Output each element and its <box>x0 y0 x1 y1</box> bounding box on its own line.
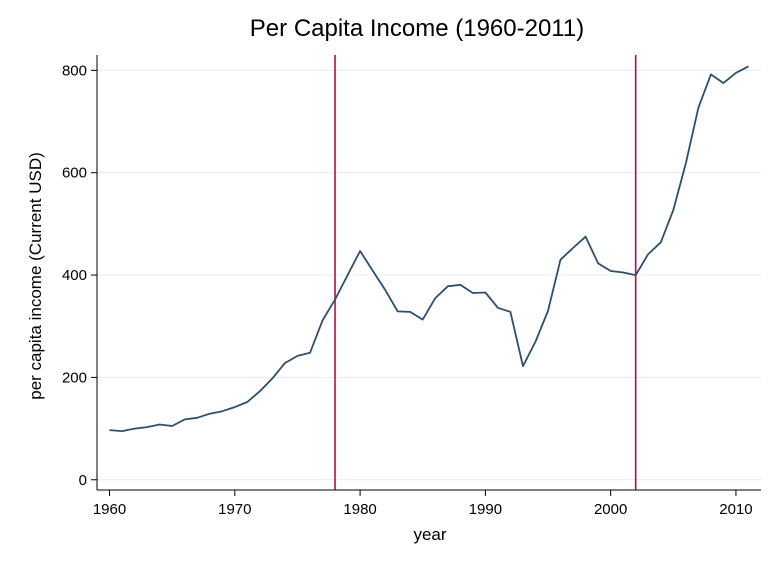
x-tick-label-2000: 2000 <box>594 501 627 518</box>
x-tick-label-2010: 2010 <box>719 501 752 518</box>
y-tick-label-200: 200 <box>62 369 87 386</box>
series-line-0 <box>109 65 749 433</box>
y-axis-ticks: 0 200 400 600 800 <box>62 62 97 489</box>
y-axis-label: per capita income (Current USD) <box>26 152 45 400</box>
x-tick-label-1960: 1960 <box>93 501 126 518</box>
chart-title: Per Capita Income (1960-2011) <box>250 15 584 42</box>
x-tick-label-1990: 1990 <box>469 501 502 518</box>
axes <box>96 55 761 491</box>
y-tick-label-800: 800 <box>62 62 87 79</box>
x-tick-label-1980: 1980 <box>343 501 376 518</box>
series-lines <box>109 65 749 433</box>
x-axis-label: year <box>413 525 446 544</box>
x-tick-label-1970: 1970 <box>218 501 251 518</box>
y-tick-label-600: 600 <box>62 165 87 182</box>
y-tick-label-0: 0 <box>79 472 87 489</box>
x-axis-ticks: 1960 1970 1980 1990 2000 2010 <box>93 490 753 518</box>
gridlines <box>97 69 761 481</box>
reference-lines <box>334 55 637 490</box>
y-tick-label-400: 400 <box>62 267 87 284</box>
